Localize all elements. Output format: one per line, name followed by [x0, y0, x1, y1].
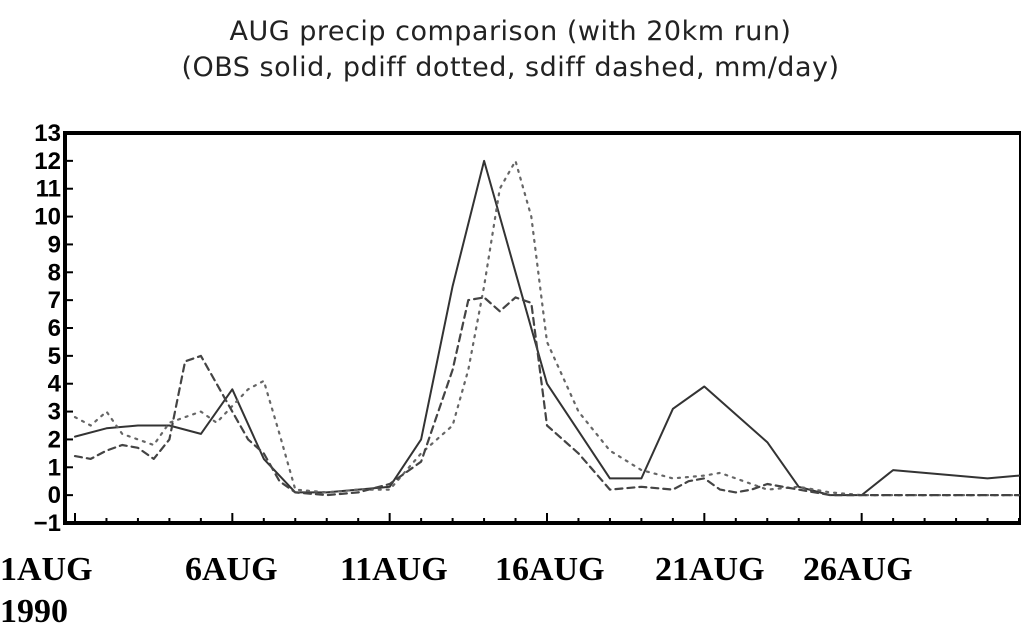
y-tick-label: 10 — [34, 204, 61, 231]
x-tick-label: 11AUG — [340, 551, 448, 588]
y-tick-label: 9 — [48, 231, 61, 258]
x-tick-label: 16AUG — [495, 551, 605, 588]
chart-title: AUG precip comparison (with 20km run) — [229, 16, 792, 47]
series-line-obs — [74, 159, 1020, 497]
y-tick-label: 6 — [48, 315, 61, 342]
y-tick-label: 3 — [48, 399, 61, 426]
chart-subtitle: (OBS solid, pdiff dotted, sdiff dashed, … — [181, 52, 840, 83]
plot-frame — [63, 131, 1021, 525]
y-tick-label: 4 — [48, 371, 62, 398]
y-tick-label: 0 — [48, 482, 61, 509]
y-tick-label: 8 — [48, 259, 61, 286]
y-tick-label: 11 — [36, 176, 61, 203]
y-tick-label: 13 — [34, 120, 61, 147]
y-tick-label: 12 — [34, 148, 61, 175]
y-tick-label: 2 — [48, 426, 61, 453]
series-layer — [73, 159, 1021, 497]
x-tick-label: 26AUG — [803, 551, 913, 588]
series-line-pdiff — [73, 159, 1021, 497]
x-year-label: 1990 — [0, 593, 68, 629]
series-line-sdiff — [73, 296, 1021, 497]
y-tick-label: 7 — [48, 287, 61, 314]
y-tick-label: −1 — [34, 510, 61, 537]
x-axis: 1AUG 6AUG 11AUG 16AUG 21AUG 26AUG 1990 — [0, 513, 1020, 629]
y-tick-label: 1 — [48, 454, 61, 481]
x-tick-label: 6AUG — [185, 551, 278, 588]
y-tick-label: 5 — [48, 343, 61, 370]
x-tick-label: 1AUG — [0, 551, 93, 588]
x-tick-label: 21AUG — [655, 551, 765, 588]
